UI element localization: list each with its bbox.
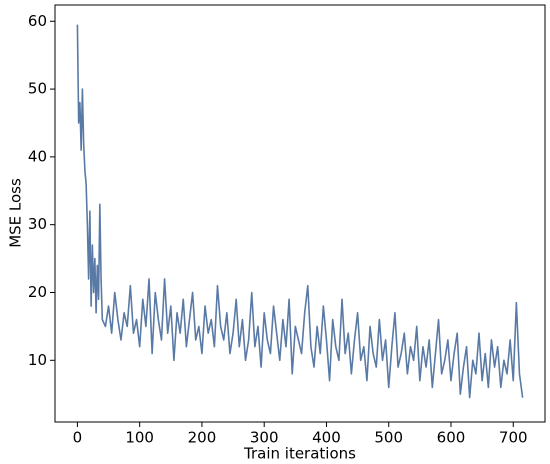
y-tick-label: 30 [28,215,47,233]
x-tick-label: 600 [437,429,466,447]
x-tick-label: 500 [374,429,403,447]
plot-frame [54,4,546,423]
x-tick-label: 0 [73,429,83,447]
x-tick-label: 100 [125,429,154,447]
x-tick-label: 700 [499,429,528,447]
y-tick-label: 60 [28,12,47,30]
x-tick-label: 200 [188,429,217,447]
y-tick-label: 40 [28,147,47,165]
x-tick-label: 300 [250,429,279,447]
y-axis-label: MSE Loss [7,178,25,248]
x-axis-label: Train iterations [243,445,356,463]
y-tick-label: 50 [28,80,47,98]
y-tick-label: 20 [28,283,47,301]
y-tick-label: 10 [28,351,47,369]
x-tick-label: 400 [312,429,341,447]
loss-line [76,24,524,399]
